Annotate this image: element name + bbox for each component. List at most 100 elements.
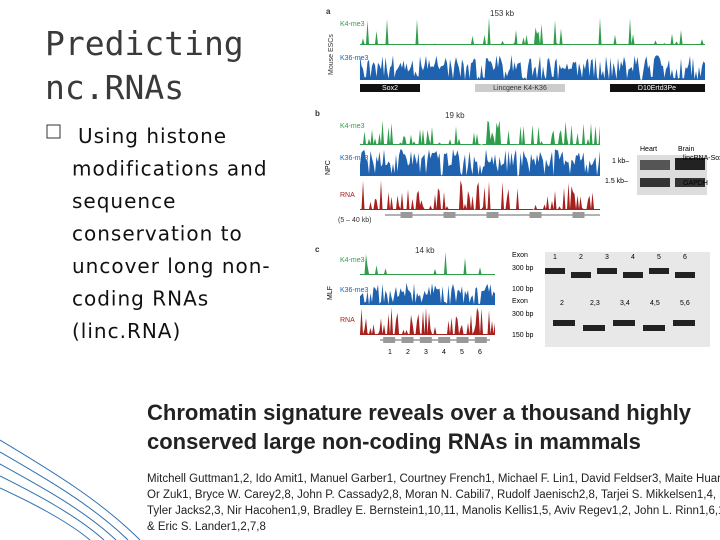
signal-track	[360, 180, 600, 210]
gel-band	[545, 268, 565, 274]
text: K4-me3	[340, 257, 365, 264]
exon-box	[401, 337, 414, 343]
text: 2	[406, 349, 410, 356]
text: (5 – 40 kb)	[338, 217, 371, 224]
text: 150 bp	[512, 332, 534, 339]
blot-band	[640, 160, 670, 170]
text: Mouse ESCs	[328, 34, 335, 75]
gel	[545, 252, 710, 347]
blot-band	[675, 178, 705, 187]
gel-band	[673, 320, 695, 326]
text: b	[315, 109, 320, 118]
text: Sox2	[382, 85, 398, 92]
text: 4	[631, 254, 635, 261]
gel-band	[613, 320, 635, 326]
text: 2	[579, 254, 583, 261]
bullet-text: conservation to	[72, 222, 243, 246]
gel-band	[597, 268, 617, 274]
gene-bar	[360, 84, 420, 92]
text: a	[326, 7, 331, 16]
exon-box	[438, 337, 451, 343]
text: GAPDH	[683, 180, 708, 187]
exon-box	[572, 212, 585, 218]
slide-title: nc.RNAs	[45, 68, 184, 107]
signal-track	[360, 307, 495, 335]
text: 1 kb–	[612, 158, 629, 165]
signal-track	[360, 149, 600, 176]
text: K36-me3	[340, 55, 369, 62]
text: 4,5	[650, 300, 660, 307]
exon-box	[486, 212, 499, 218]
gel-band	[571, 272, 591, 278]
bullet-text: (linc.RNA)	[72, 319, 181, 343]
text: Lincgene K4-K36	[493, 85, 547, 92]
paper-title: Chromatin signature reveals over a thous…	[147, 400, 692, 425]
signal-track	[360, 17, 705, 45]
text: lincRNA-Sox2ot	[683, 155, 720, 162]
text: K4-me3	[340, 123, 365, 130]
text: Exon	[512, 298, 528, 305]
text: 3,4	[620, 300, 630, 307]
exon-box	[419, 337, 432, 343]
bullet-text: uncover long non-	[72, 254, 271, 278]
text: K36-me3	[340, 155, 369, 162]
text: MLF	[327, 286, 334, 300]
text: 2	[560, 300, 564, 307]
blot-band	[675, 158, 705, 170]
exon-box	[383, 337, 396, 343]
text: 1	[388, 349, 392, 356]
text: 3	[424, 349, 428, 356]
exon-box	[474, 337, 487, 343]
text: 153 kb	[490, 9, 515, 18]
text: 100 bp	[512, 286, 534, 293]
gel-band	[583, 325, 605, 331]
text: RNA	[340, 192, 355, 199]
text: 6	[478, 349, 482, 356]
blot-band	[640, 178, 670, 187]
text: 3	[605, 254, 609, 261]
text: 5	[460, 349, 464, 356]
exon-box	[400, 212, 413, 218]
bullet-icon	[46, 124, 61, 139]
text: RNA	[340, 317, 355, 324]
signal-track	[360, 282, 495, 305]
text: 14 kb	[415, 246, 435, 255]
paper-authors: & Eric S. Lander1,2,7,8	[147, 521, 266, 533]
text: 6	[683, 254, 687, 261]
exon-box	[456, 337, 469, 343]
bullet-text: coding RNAs	[72, 287, 209, 311]
signal-track	[360, 54, 705, 80]
text: Heart	[640, 146, 657, 153]
text: 2,3	[590, 300, 600, 307]
text: Exon	[512, 252, 528, 259]
signal-track	[360, 120, 600, 145]
text: NPC	[325, 160, 332, 175]
bullet-text: modifications and	[72, 157, 268, 181]
signal-track	[360, 251, 495, 275]
bullet-text: Using histone	[78, 124, 227, 148]
gel-band	[553, 320, 575, 326]
paper-authors: Tyler Jacks2,3, Nir Hacohen1,9, Bradley …	[147, 505, 720, 517]
text: Brain	[678, 146, 694, 153]
text: K36-me3	[340, 287, 369, 294]
paper-authors: Mitchell Guttman1,2, Ido Amit1, Manuel G…	[147, 473, 720, 485]
gel-band	[675, 272, 695, 278]
decor-swoosh	[0, 439, 141, 540]
text: c	[315, 245, 320, 254]
text: 1.5 kb–	[605, 178, 628, 185]
text: 4	[442, 349, 446, 356]
text: D10Ertd3Pe	[638, 85, 676, 92]
gel-band	[623, 272, 643, 278]
text: 5	[657, 254, 661, 261]
exon-box	[529, 212, 542, 218]
text: 300 bp	[512, 311, 534, 318]
text: 19 kb	[445, 111, 465, 120]
slide-title: Predicting	[45, 24, 244, 63]
text: 5,6	[680, 300, 690, 307]
text: K4-me3	[340, 21, 365, 28]
gene-bar	[610, 84, 705, 92]
text: 300 bp	[512, 265, 534, 272]
exon-box	[443, 212, 456, 218]
text: 1	[553, 254, 557, 261]
